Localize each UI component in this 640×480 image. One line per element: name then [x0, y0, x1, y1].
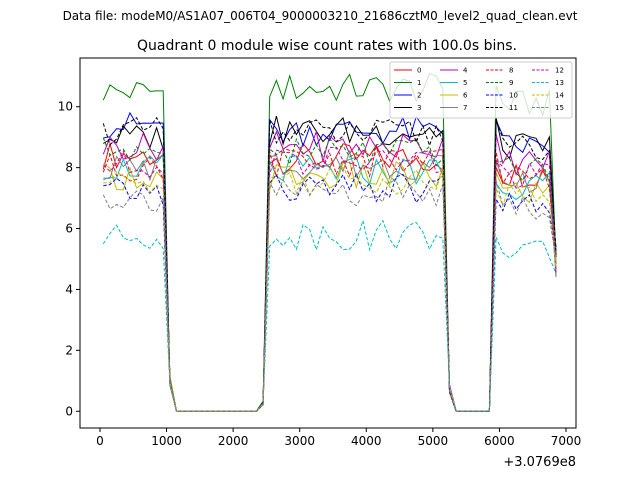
x-axis-offset-label: +3.0769e8 [503, 455, 576, 470]
x-tick-label: 5000 [418, 434, 449, 448]
x-tick-label: 6000 [484, 434, 515, 448]
x-tick-label: 3000 [284, 434, 315, 448]
x-tick-label: 7000 [551, 434, 582, 448]
legend-label-14: 14 [555, 92, 564, 100]
legend-label-1: 1 [417, 79, 421, 87]
legend-label-6: 6 [463, 92, 468, 100]
x-tick-label: 2000 [218, 434, 249, 448]
legend-label-7: 7 [463, 104, 467, 112]
legend-label-3: 3 [417, 104, 421, 112]
y-tick-label: 2 [65, 343, 73, 357]
legend-label-5: 5 [463, 79, 467, 87]
x-axis-ticks: 0 1000 2000 3000 4000 5000 6000 7000 [96, 428, 581, 448]
y-tick-label: 8 [65, 161, 73, 175]
y-axis-ticks: 0 2 4 6 8 10 [58, 100, 80, 418]
legend-label-8: 8 [509, 67, 513, 75]
y-tick-label: 6 [65, 222, 73, 236]
axes-frame [79, 57, 577, 429]
legend-label-4: 4 [463, 67, 468, 75]
legend-label-11: 11 [509, 104, 518, 112]
legend-label-12: 12 [555, 67, 564, 75]
legend-label-2: 2 [417, 92, 421, 100]
y-tick-label: 4 [65, 282, 73, 296]
chart-title: Quadrant 0 module wise count rates with … [137, 38, 517, 54]
legend-label-0: 0 [417, 67, 421, 75]
x-tick-label: 0 [96, 434, 104, 448]
series-layer [102, 73, 557, 412]
series-line-15 [102, 176, 557, 412]
legend-label-9: 9 [509, 79, 513, 87]
legend-label-15: 15 [555, 104, 564, 112]
y-tick-label: 0 [65, 404, 73, 418]
chart-suptitle: Data file: modeM0/AS1A07_006T04_90000032… [63, 9, 578, 23]
y-tick-label: 10 [58, 100, 73, 114]
legend-box [389, 61, 573, 119]
legend-label-13: 13 [555, 79, 564, 87]
x-tick-label: 1000 [151, 434, 182, 448]
legend-label-10: 10 [509, 92, 518, 100]
x-tick-label: 4000 [351, 434, 382, 448]
